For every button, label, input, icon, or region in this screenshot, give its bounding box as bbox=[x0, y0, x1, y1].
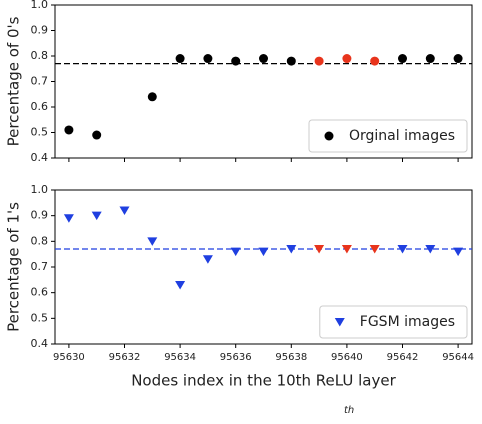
legend-box bbox=[308, 119, 468, 153]
marker bbox=[398, 54, 407, 64]
marker bbox=[92, 130, 102, 140]
marker bbox=[119, 206, 130, 216]
marker bbox=[63, 214, 74, 223]
legend-box bbox=[319, 305, 468, 339]
marker bbox=[286, 245, 297, 254]
y-tick-label: 0.5 bbox=[31, 126, 49, 139]
marker bbox=[231, 56, 241, 66]
marker bbox=[342, 54, 352, 64]
marker bbox=[453, 54, 463, 64]
legend: Orginal images bbox=[308, 119, 468, 153]
marker bbox=[175, 54, 185, 64]
x-tick-label: 95642 bbox=[387, 352, 419, 363]
legend-marker bbox=[334, 318, 345, 327]
y-tick-label: 0.6 bbox=[31, 100, 49, 113]
marker bbox=[147, 237, 158, 246]
marker bbox=[369, 245, 380, 254]
y-axis-label: Percentage of 0's bbox=[5, 16, 23, 146]
x-tick-label: 95636 bbox=[220, 352, 252, 363]
x-tick-label: 95640 bbox=[331, 352, 363, 363]
marker bbox=[203, 54, 213, 64]
legend: FGSM images bbox=[319, 305, 468, 339]
y-tick-label: 1.0 bbox=[31, 183, 49, 196]
y-tick-label: 0.9 bbox=[31, 24, 49, 37]
legend-marker bbox=[324, 131, 334, 141]
y-tick-label: 0.8 bbox=[31, 49, 49, 62]
y-tick-label: 0.6 bbox=[31, 286, 49, 299]
y-axis-label: Percentage of 1's bbox=[5, 202, 23, 332]
marker bbox=[64, 125, 74, 135]
marker bbox=[425, 245, 436, 254]
y-tick-label: 1.0 bbox=[31, 0, 49, 11]
marker bbox=[175, 280, 186, 290]
y-tick-label: 0.5 bbox=[31, 311, 49, 324]
y-tick-label: 0.9 bbox=[31, 209, 49, 222]
y-tick-label: 0.7 bbox=[31, 260, 49, 273]
marker bbox=[259, 54, 268, 64]
x-tick-label: 95630 bbox=[53, 352, 85, 363]
marker bbox=[258, 247, 269, 257]
marker bbox=[397, 245, 408, 254]
marker bbox=[453, 247, 464, 257]
y-tick-label: 0.8 bbox=[31, 234, 49, 247]
caption-fragment: th bbox=[344, 405, 354, 416]
y-tick-label: 0.4 bbox=[31, 151, 49, 164]
legend-label: Orginal images bbox=[349, 128, 455, 144]
x-tick-label: 95644 bbox=[442, 352, 474, 363]
x-axis-label: Nodes index in the 10th ReLU layer bbox=[131, 372, 396, 390]
y-tick-label: 0.7 bbox=[31, 75, 49, 88]
y-tick-label: 0.4 bbox=[31, 337, 49, 350]
legend-label: FGSM images bbox=[360, 314, 455, 330]
x-tick-label: 95638 bbox=[275, 352, 307, 363]
marker bbox=[202, 255, 213, 264]
marker bbox=[370, 56, 380, 66]
x-tick-label: 95634 bbox=[164, 352, 196, 363]
marker bbox=[341, 245, 352, 254]
marker bbox=[286, 56, 296, 66]
marker bbox=[91, 211, 102, 221]
marker bbox=[425, 54, 435, 64]
x-tick-label: 95632 bbox=[109, 352, 141, 363]
marker bbox=[314, 245, 325, 254]
marker bbox=[147, 92, 157, 102]
marker bbox=[314, 56, 324, 66]
marker bbox=[230, 247, 241, 257]
